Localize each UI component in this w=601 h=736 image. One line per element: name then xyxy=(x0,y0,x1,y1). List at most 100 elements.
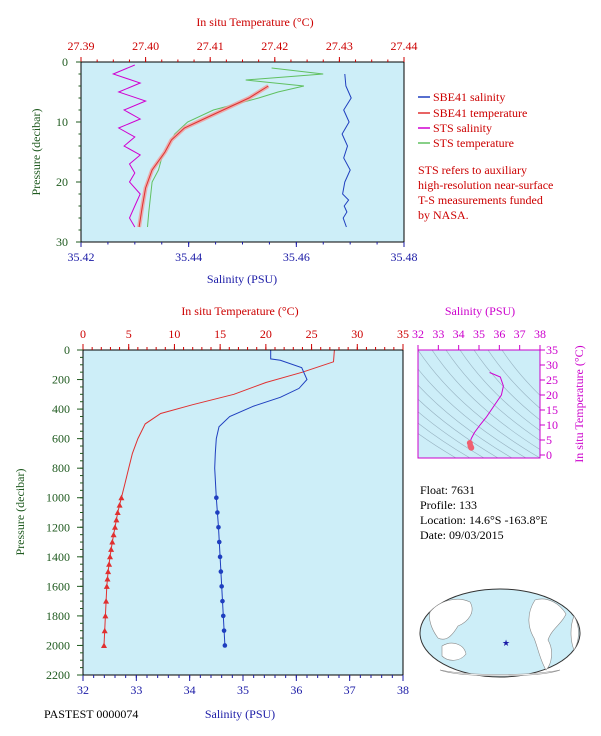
profile-number-text: Profile: 133 xyxy=(420,498,477,512)
full-profile-temperature-marker xyxy=(109,539,116,545)
full-profile-top-tick-label: 10 xyxy=(168,327,180,341)
full-profile-bottom-tick-label: 32 xyxy=(77,683,89,697)
full-profile-top-tick-label: 30 xyxy=(351,327,363,341)
near-surface-bottom-tick-label: 35.42 xyxy=(68,250,95,264)
ts-top-tick-label: 33 xyxy=(432,327,444,341)
ts-density-contour xyxy=(501,350,540,396)
ts-density-contour xyxy=(431,350,540,450)
full-profile-bottom-tick-label: 35 xyxy=(237,683,249,697)
ts-right-tick-label: 10 xyxy=(546,418,558,432)
near-surface-series-sts-temperature xyxy=(147,67,324,228)
full-profile-temperature-marker xyxy=(101,627,108,634)
full-profile-salinity-marker xyxy=(221,628,227,633)
float-id-text: Float: 7631 xyxy=(420,483,475,497)
near-surface-top-tick-label: 27.43 xyxy=(326,39,353,53)
float-location-marker-icon: ★ xyxy=(502,638,510,648)
legend-note-line-2: high-resolution near-surface xyxy=(418,178,553,192)
full-profile-temperature-marker xyxy=(106,561,113,567)
near-surface-plot-area xyxy=(81,62,404,242)
near-surface-top-tick-label: 27.44 xyxy=(391,39,418,53)
near-surface-left-tick-label: 0 xyxy=(62,55,68,69)
full-profile-top-tick-label: 35 xyxy=(397,327,409,341)
map-land-australia xyxy=(441,642,467,661)
ts-right-tick-label: 0 xyxy=(546,448,552,462)
full-profile-temperature-marker xyxy=(114,509,121,515)
ts-right-tick-label: 35 xyxy=(546,343,558,357)
full-profile-temperature-marker xyxy=(103,583,110,589)
ts-density-contour xyxy=(473,350,540,421)
full-profile-bottom-tick-label: 33 xyxy=(130,683,142,697)
ts-right-tick-label: 30 xyxy=(546,358,558,372)
full-profile-salinity-marker xyxy=(219,584,224,589)
full-profile-salinity-marker xyxy=(217,554,223,560)
full-profile-salinity-marker xyxy=(222,643,228,648)
full-profile-temperature-marker xyxy=(116,502,123,508)
full-profile-temperature-marker xyxy=(103,598,110,604)
full-profile-salinity-marker xyxy=(220,598,225,604)
near-surface-series xyxy=(111,64,352,228)
legend-label-sts-temperature: STS temperature xyxy=(433,136,514,150)
near-surface-top-axis-title: In situ Temperature (°C) xyxy=(196,15,313,29)
full-profile-plot-area xyxy=(83,350,403,675)
full-profile-temperature-marker xyxy=(110,531,117,538)
float-info: Float: 7631 Profile: 133 Location: 14.6°… xyxy=(420,483,548,542)
near-surface-bottom-tick-label: 35.46 xyxy=(283,250,310,264)
ts-top-tick-label: 37 xyxy=(514,327,526,341)
ts-density-contours xyxy=(418,350,540,458)
full-profile-top-tick-label: 0 xyxy=(80,327,86,341)
legend-note-line-4: by NASA. xyxy=(418,208,469,222)
location-text: Location: 14.6°S -163.8°E xyxy=(420,513,548,527)
full-profile-panel: 0 5 10 15 20 25 30 35 32 33 34 35 36 37 38 0 200 400 600 80… xyxy=(13,304,409,721)
legend-label-sbe41-salinity: SBE41 salinity xyxy=(433,90,505,104)
full-profile-bottom-tick-label: 36 xyxy=(290,683,302,697)
near-surface-bottom-tick-label: 35.48 xyxy=(391,250,418,264)
ts-deep-marker xyxy=(466,440,473,446)
full-profile-left-tick-label: 1800 xyxy=(46,609,70,623)
full-profile-bottom-tick-label: 34 xyxy=(184,683,196,697)
full-profile-salinity-marker xyxy=(214,495,219,501)
full-profile-left-tick-label: 1600 xyxy=(46,579,70,593)
full-profile-left-tick-label: 400 xyxy=(52,402,70,416)
full-profile-temperature-marker xyxy=(102,612,109,619)
date-text: Date: 09/03/2015 xyxy=(420,528,504,542)
ts-right-tick-label: 20 xyxy=(546,388,558,402)
near-surface-top-tick-label: 27.41 xyxy=(197,39,224,53)
near-surface-top-tick-label: 27.40 xyxy=(132,39,159,53)
near-surface-ticks: 27.39 27.40 27.41 27.42 27.43 27.44 35.42 35.44… xyxy=(56,39,418,264)
footer-tiny-text: PASTEST 0000074 xyxy=(44,707,138,721)
ts-density-contour xyxy=(418,433,457,458)
near-surface-bottom-tick-label: 35.44 xyxy=(175,250,202,264)
near-surface-left-tick-label: 30 xyxy=(56,235,68,249)
full-profile-bottom-axis-title: Salinity (PSU) xyxy=(205,707,275,721)
full-profile-left-tick-label: 2000 xyxy=(46,638,70,652)
full-profile-salinity-marker xyxy=(215,510,220,515)
ts-right-tick-label: 15 xyxy=(546,403,558,417)
ts-density-contour xyxy=(418,411,485,458)
full-profile-temperature-marker xyxy=(113,516,120,523)
ts-density-contour xyxy=(459,350,540,431)
near-surface-series-sts-salinity xyxy=(111,64,148,228)
full-profile-top-tick-label: 25 xyxy=(306,327,318,341)
near-surface-series-sbe41-temperature xyxy=(138,85,269,228)
map-land-asia xyxy=(429,599,473,640)
full-profile-left-tick-label: 200 xyxy=(52,373,70,387)
full-profile-top-tick-label: 20 xyxy=(260,327,272,341)
full-profile-left-tick-label: 600 xyxy=(52,432,70,446)
full-profile-top-tick-label: 15 xyxy=(214,327,226,341)
ts-density-contour xyxy=(418,398,499,458)
near-surface-top-tick-label: 27.42 xyxy=(261,39,288,53)
full-profile-left-tick-label: 0 xyxy=(64,343,70,357)
near-surface-left-tick-label: 20 xyxy=(56,175,68,189)
ts-top-tick-label: 36 xyxy=(493,327,505,341)
ts-top-tick-label: 34 xyxy=(453,327,465,341)
ts-top-tick-label: 38 xyxy=(534,327,546,341)
full-profile-left-axis-title: Pressure (decibar) xyxy=(13,469,27,556)
legend: SBE41 salinity SBE41 temperature STS sal… xyxy=(418,90,553,222)
ts-top-tick-label: 35 xyxy=(473,327,485,341)
full-profile-temperature-marker xyxy=(108,546,115,552)
near-surface-top-tick-label: 27.39 xyxy=(68,39,95,53)
full-profile-salinity-marker xyxy=(220,613,226,619)
